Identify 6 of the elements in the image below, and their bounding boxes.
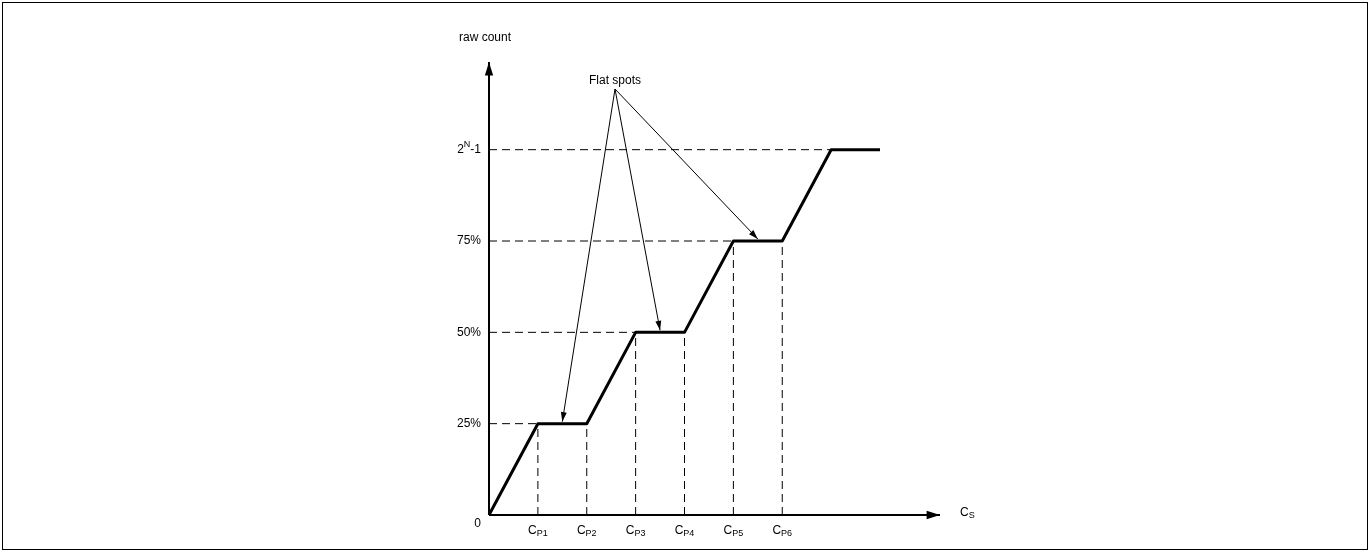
annotation: Flat spots xyxy=(588,73,642,88)
y-tick-label: 25% xyxy=(456,415,482,430)
y-tick-label: 75% xyxy=(456,233,482,248)
y-axis-title: raw count xyxy=(459,30,512,45)
y-tick-label: 50% xyxy=(456,324,482,339)
y-tick-label: 0 xyxy=(474,516,482,531)
